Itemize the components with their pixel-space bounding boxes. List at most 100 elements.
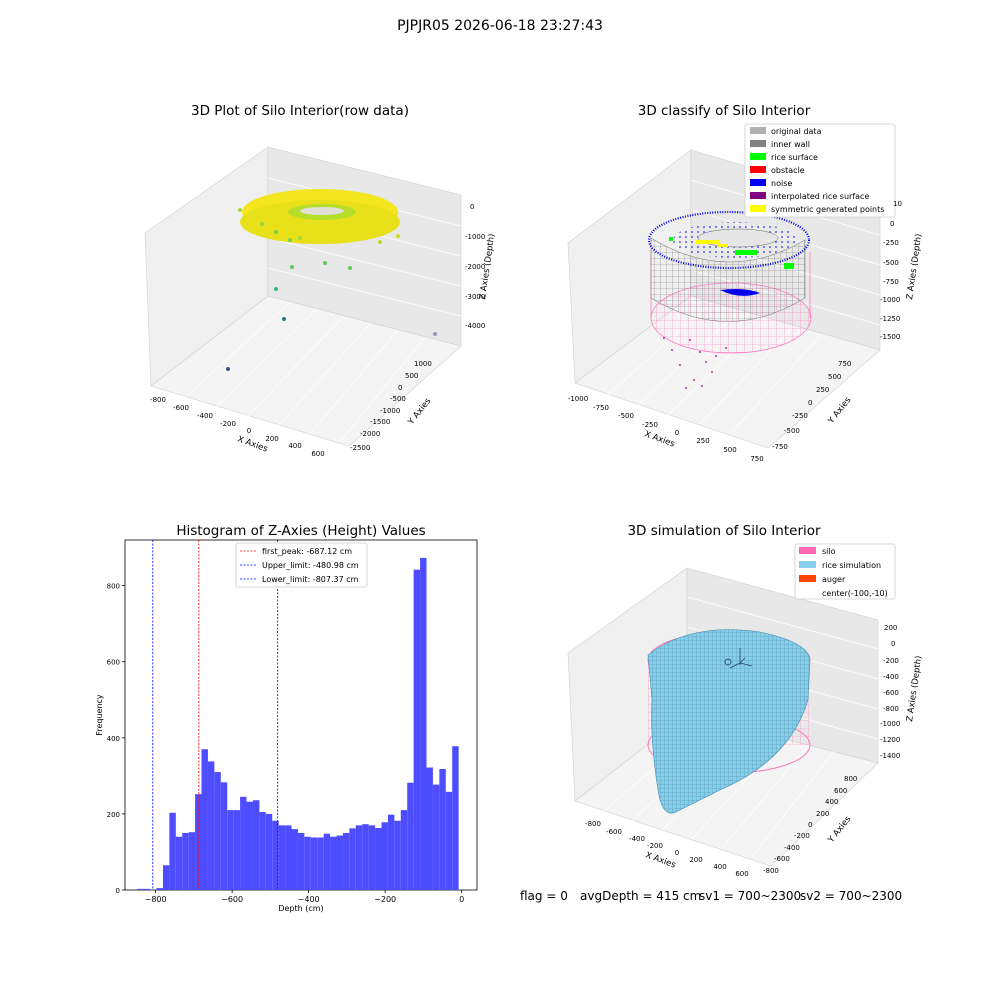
y-tick-label: -800 <box>763 867 779 875</box>
legend: first_peak: -687.12 cm Upper_limit: -480… <box>235 542 368 588</box>
x-tick-label: 200 <box>689 856 702 864</box>
x-tick-label: -600 <box>173 404 189 412</box>
legend-swatch-noise <box>750 179 766 186</box>
panel-title-classify: 3D classify of Silo Interior <box>637 103 811 119</box>
y-tick-label: -750 <box>772 443 788 451</box>
histogram-bar <box>156 888 163 890</box>
z-tick-label: -400 <box>883 673 899 681</box>
x-tick-label: 750 <box>750 455 763 463</box>
histogram-bar <box>336 835 343 890</box>
z-tick-label: -500 <box>883 259 899 267</box>
y-tick-label: -250 <box>792 412 808 420</box>
z-tick-label: -1000 <box>880 720 900 728</box>
y-tick-label: 250 <box>816 386 829 394</box>
y-axis-label: Frequency <box>95 694 104 736</box>
x-tick-label: -400 <box>629 835 645 843</box>
histogram-bar <box>349 828 356 890</box>
y-tick-label: -2000 <box>360 430 380 438</box>
inner-wall <box>650 237 806 322</box>
z-tick-label: -1200 <box>880 736 900 744</box>
x-tick-label: 0 <box>459 895 464 904</box>
histogram-bar <box>413 569 421 890</box>
x-tick-label: 200 <box>265 435 278 443</box>
panel-raw-data: -800 -600 -400 -200 0 200 400 600 1000 5… <box>144 146 497 458</box>
histogram-bar <box>137 888 144 890</box>
histogram-bar <box>426 767 433 890</box>
y-tick-labels: 750 500 250 0 -250 -500 -750 <box>772 360 851 451</box>
noise-ring <box>647 210 811 270</box>
legend-swatch-inner-wall <box>750 140 766 147</box>
histogram-bar <box>330 836 337 890</box>
auger <box>724 648 753 669</box>
scatter-outliers <box>226 208 437 371</box>
legend-label: silo <box>822 547 836 556</box>
rice-ring-center <box>300 207 344 215</box>
y-tick-label: 600 <box>107 659 120 667</box>
x-tick-label: 500 <box>723 446 736 454</box>
y-tick-label: -1500 <box>370 418 390 426</box>
sv1-text: sv1 = 700~2300 <box>699 889 802 903</box>
histogram-bar <box>323 833 331 890</box>
z-tick-label: -200 <box>883 657 899 665</box>
histogram-bar <box>162 865 170 890</box>
histogram-bar <box>252 800 260 890</box>
histogram-bars <box>137 557 459 890</box>
rice-ring-lower <box>240 200 400 244</box>
legend-swatch-obstacle <box>750 166 766 173</box>
avg-depth-text: avgDepth = 415 cm <box>580 889 702 903</box>
y-tick-label: 200 <box>816 810 829 818</box>
x-tick-label: -600 <box>606 828 622 836</box>
x-tick-label: 400 <box>713 863 726 871</box>
histogram-bar <box>188 832 196 890</box>
histogram-bar <box>407 782 414 890</box>
x-tick-label: -200 <box>647 842 663 850</box>
histogram-bar <box>439 769 446 890</box>
legend-label: Lower_limit: -807.37 cm <box>262 575 359 584</box>
legend-swatch-auger <box>799 575 816 582</box>
flag-text: flag = 0 <box>520 889 568 903</box>
figure-title: PJPJR05 2026-06-18 23:27:43 <box>397 18 603 34</box>
y-tick-label: -2500 <box>350 444 370 452</box>
z-tick-label: 0 <box>890 220 894 228</box>
y-ticks: 0 200 400 600 800 <box>107 583 125 895</box>
histogram-bar <box>220 782 228 890</box>
x-tick-label: 0 <box>675 849 679 857</box>
legend-label: inner wall <box>771 140 810 149</box>
x-tick-label: 600 <box>311 450 324 458</box>
legend-label: rice simulation <box>822 561 881 570</box>
y-tick-label: -200 <box>794 832 810 840</box>
x-tick-label: −400 <box>298 895 320 904</box>
histogram-bar <box>355 825 363 890</box>
z-axis-label: Z Axies (Depth) <box>905 655 924 722</box>
y-tick-label: 400 <box>825 798 838 806</box>
y-axis-label: Y Axies <box>826 395 854 427</box>
legend-label: interpolated rice surface <box>771 192 869 201</box>
panel-classify: original data inner wall rice surface ob… <box>567 123 924 463</box>
y-tick-label: 1000 <box>414 360 432 368</box>
histogram-bar <box>362 824 369 890</box>
histogram-bar <box>394 820 401 890</box>
y-tick-label: -1000 <box>380 407 400 415</box>
histogram-bar <box>291 829 298 890</box>
y-tick-label: -600 <box>774 855 790 863</box>
histogram-bar <box>175 836 183 890</box>
x-tick-label: -750 <box>593 404 609 412</box>
z-tick-label: -1000 <box>880 296 900 304</box>
panel-title-histogram: Histogram of Z-Axies (Height) Values <box>176 523 426 539</box>
legend: original data inner wall rice surface ob… <box>744 123 896 218</box>
histogram-bar <box>201 749 208 890</box>
y-tick-label: -400 <box>784 844 800 852</box>
histogram-bar <box>310 837 318 890</box>
histogram-bar <box>445 791 453 890</box>
legend-label: first_peak: -687.12 cm <box>262 547 352 556</box>
pane-floor <box>150 295 462 447</box>
legend-label: auger <box>822 575 846 584</box>
z-tick-label: -600 <box>883 689 899 697</box>
y-tick-label: 600 <box>834 787 847 795</box>
x-tick-label: 0 <box>675 429 679 437</box>
histogram-bar <box>432 784 440 890</box>
y-tick-labels: 1000 500 0 -500 -1000 -1500 -2000 -2500 <box>350 360 432 452</box>
legend-label: original data <box>771 127 822 136</box>
histogram-bar <box>272 820 279 890</box>
